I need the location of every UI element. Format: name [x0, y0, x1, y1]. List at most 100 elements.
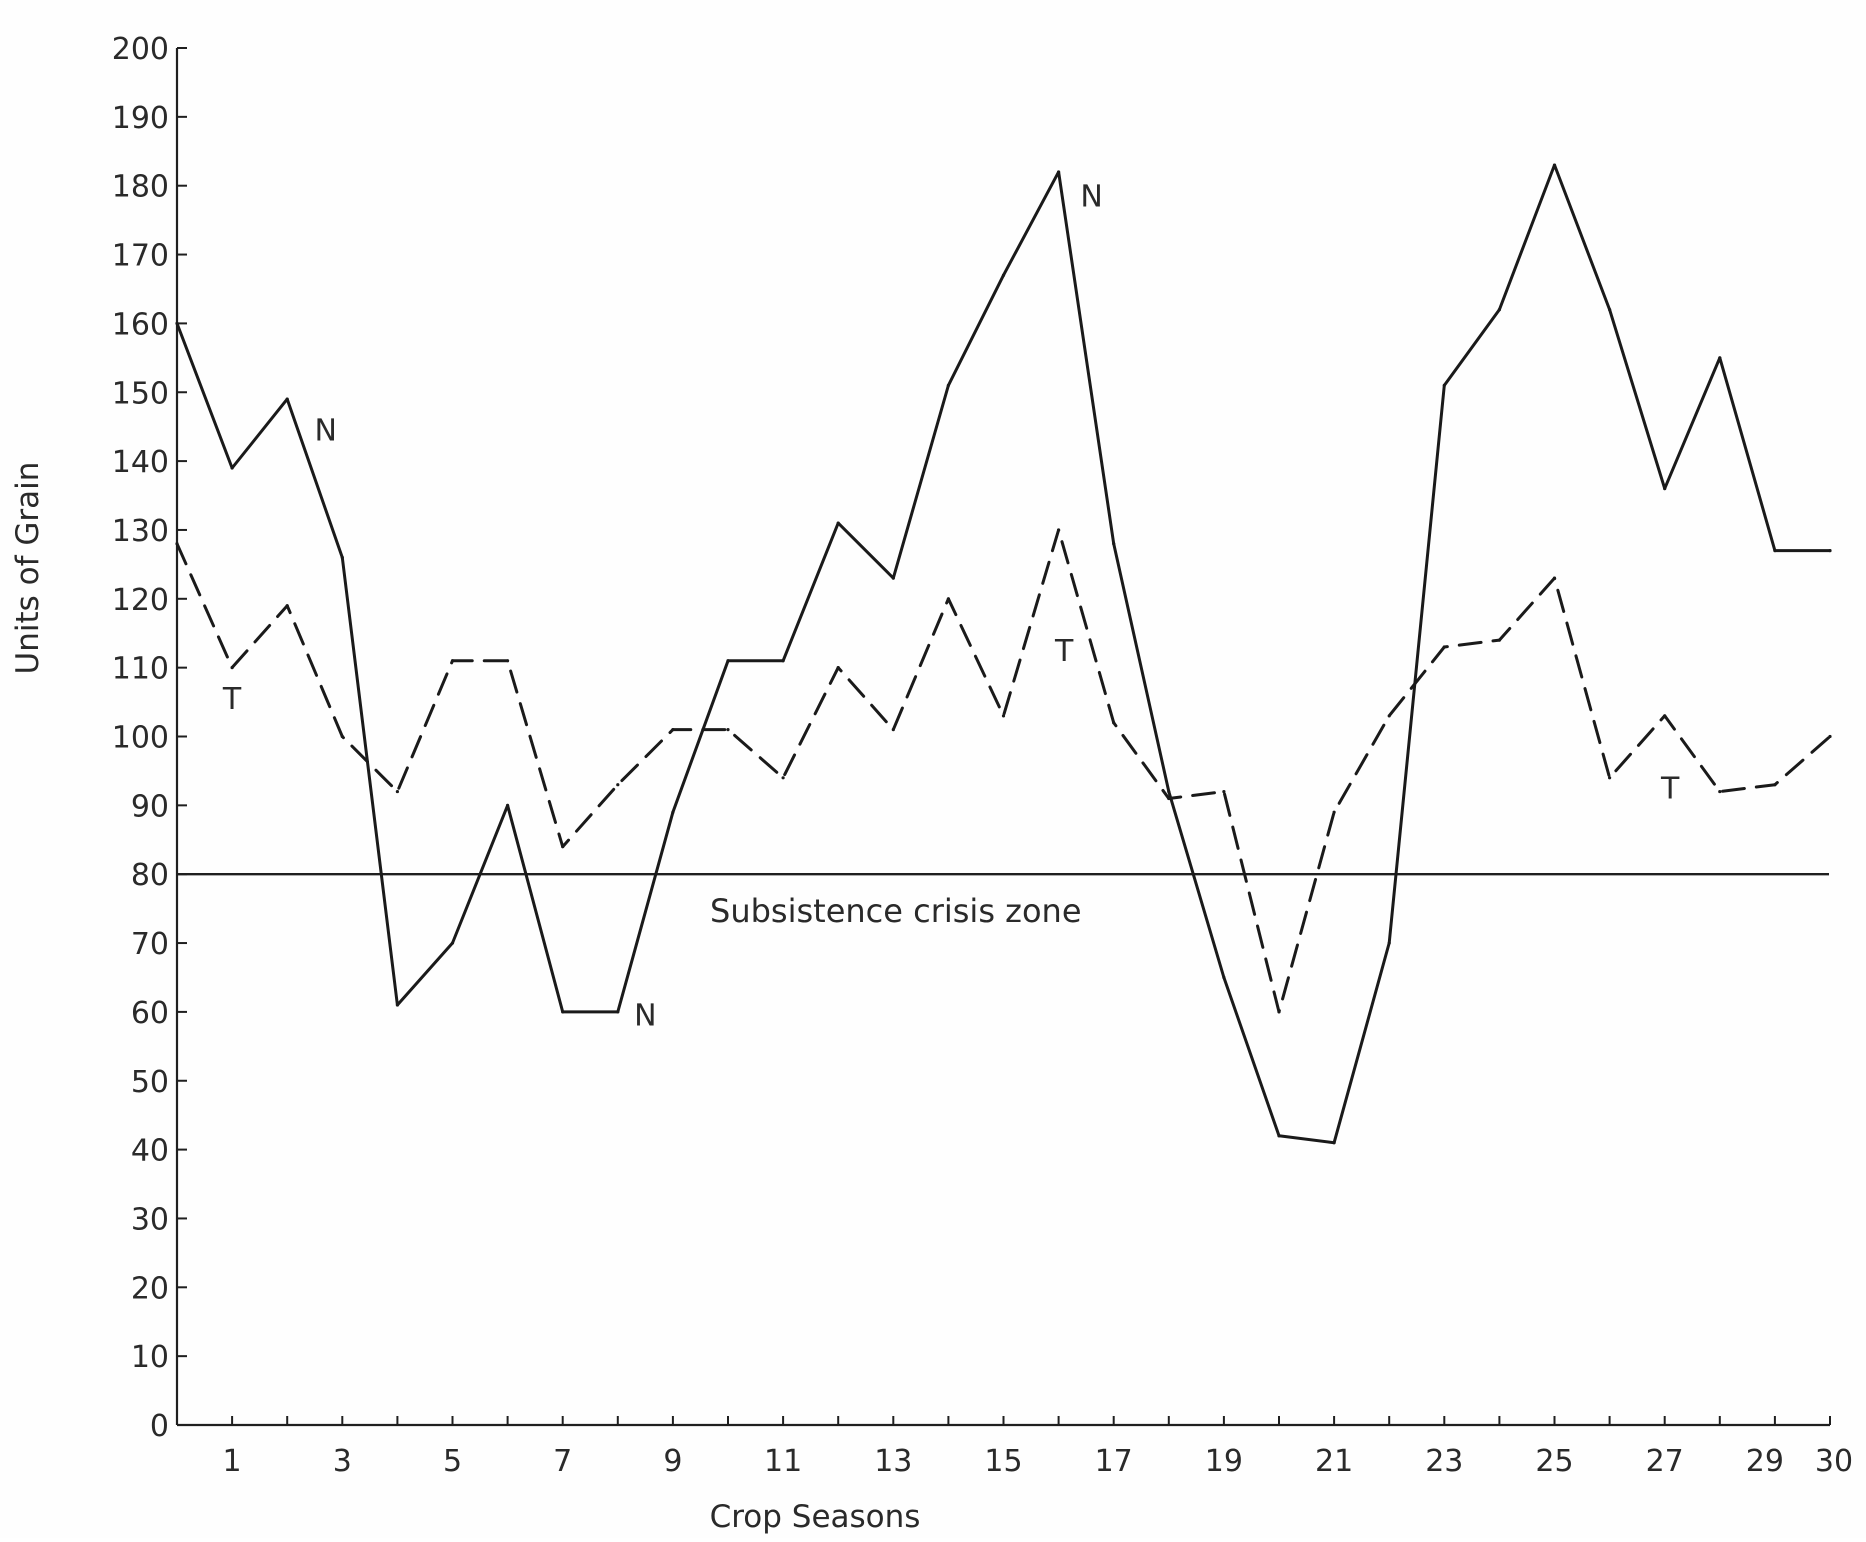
data-point-n: [1663, 487, 1667, 491]
data-point-n: [395, 1003, 399, 1007]
data-point-t: [395, 789, 399, 794]
data-point-t: [1167, 796, 1171, 801]
data-point-n: [671, 810, 675, 814]
data-point-n: [891, 576, 895, 580]
data-point-t: [1497, 638, 1501, 642]
y-tick-label: 50: [131, 1065, 169, 1100]
x-tick-label: 25: [1535, 1444, 1573, 1479]
y-tick-label: 150: [112, 376, 169, 411]
y-tick-label: 90: [131, 789, 169, 824]
data-point-n: [946, 383, 951, 387]
data-point-t: [1387, 714, 1391, 718]
y-tick-label: 60: [131, 996, 169, 1031]
data-point-t: [450, 659, 455, 663]
x-tick-label: 9: [663, 1444, 682, 1479]
data-point-t: [506, 659, 510, 663]
data-point-t: [726, 728, 730, 732]
data-point-n: [1112, 542, 1116, 546]
data-point-n: [1552, 163, 1557, 167]
y-tick-label: 140: [112, 445, 169, 480]
x-tick-label: 17: [1095, 1444, 1133, 1479]
x-tick-label: 11: [764, 1444, 802, 1479]
x-tick-label: 5: [443, 1444, 462, 1479]
series-annotation-n: N: [1080, 179, 1102, 214]
y-tick-label: 120: [112, 583, 169, 618]
y-tick-label: 130: [112, 514, 169, 549]
data-point-n: [1497, 308, 1501, 312]
data-point-n: [1828, 549, 1832, 553]
x-tick-label: 1: [223, 1444, 242, 1479]
data-point-n: [561, 1010, 565, 1014]
data-point-t: [1663, 714, 1667, 718]
series-line-n: [175, 163, 1832, 1145]
data-point-t: [1442, 645, 1446, 649]
data-point-t: [1773, 783, 1777, 787]
data-point-n: [1718, 356, 1722, 360]
reference-lines: Subsistence crisis zone: [177, 873, 1829, 930]
data-point-t: [1222, 789, 1226, 794]
data-point-n: [1167, 789, 1171, 794]
data-point-t: [285, 604, 289, 608]
data-point-n: [781, 659, 785, 663]
y-tick-label: 200: [112, 32, 169, 67]
data-point-t: [1608, 776, 1612, 780]
subsistence-crisis-label: Subsistence crisis zone: [710, 892, 1082, 930]
series-annotation-t: T: [1054, 634, 1074, 669]
data-point-n: [1057, 170, 1061, 174]
data-point-t: [616, 783, 620, 787]
series-annotation-t: T: [222, 682, 242, 717]
data-point-n: [1222, 975, 1226, 980]
data-point-t: [781, 776, 785, 780]
x-tick-label: 23: [1425, 1444, 1463, 1479]
data-point-t: [230, 666, 234, 670]
y-tick-label: 70: [131, 927, 169, 962]
x-tick-label: 29: [1746, 1444, 1784, 1479]
x-tick-label: 30: [1815, 1444, 1853, 1479]
data-point-t: [1828, 734, 1832, 739]
y-tick-label: 10: [131, 1340, 169, 1375]
axes: [175, 48, 1830, 1427]
data-point-t: [1057, 528, 1061, 532]
series-annotation-n: N: [315, 413, 337, 448]
data-point-n: [836, 521, 840, 525]
series-lines: [175, 163, 1832, 1145]
x-tick-label: 7: [553, 1444, 572, 1479]
y-tick-label: 40: [131, 1134, 169, 1169]
data-point-t: [561, 845, 565, 849]
y-tick-label: 30: [131, 1202, 169, 1237]
data-point-t: [175, 542, 179, 546]
y-tick-label: 180: [112, 170, 169, 205]
x-axis-title: Crop Seasons: [710, 1499, 921, 1535]
data-point-t: [671, 728, 675, 732]
x-tick-label: 15: [984, 1444, 1022, 1479]
data-point-t: [340, 734, 344, 739]
x-tick-label: 19: [1205, 1444, 1243, 1479]
y-tick-label: 0: [150, 1409, 169, 1444]
y-tick-label: 190: [112, 101, 169, 136]
data-point-n: [450, 941, 455, 945]
data-point-t: [1001, 714, 1006, 718]
data-point-n: [616, 1010, 620, 1014]
y-axis-title: Units of Grain: [10, 462, 46, 675]
x-tick-label: 27: [1646, 1444, 1684, 1479]
data-point-n: [1442, 383, 1446, 387]
data-point-n: [1773, 549, 1777, 553]
data-point-t: [1277, 1010, 1281, 1014]
y-tick-label: 110: [112, 652, 169, 687]
data-point-n: [175, 321, 179, 325]
data-point-n: [1001, 273, 1006, 277]
y-tick-label: 160: [112, 307, 169, 342]
annotations: N N N T T T: [222, 179, 1680, 1033]
data-point-n: [1387, 941, 1391, 945]
series-annotation-n: N: [634, 999, 656, 1034]
data-point-t: [1718, 789, 1722, 794]
data-point-n: [506, 803, 510, 807]
data-point-t: [946, 597, 951, 601]
data-point-t: [1332, 810, 1336, 814]
y-tick-label: 170: [112, 239, 169, 274]
y-tick-label: 100: [112, 721, 169, 756]
series-annotation-t: T: [1660, 771, 1680, 806]
data-point-n: [285, 397, 289, 401]
